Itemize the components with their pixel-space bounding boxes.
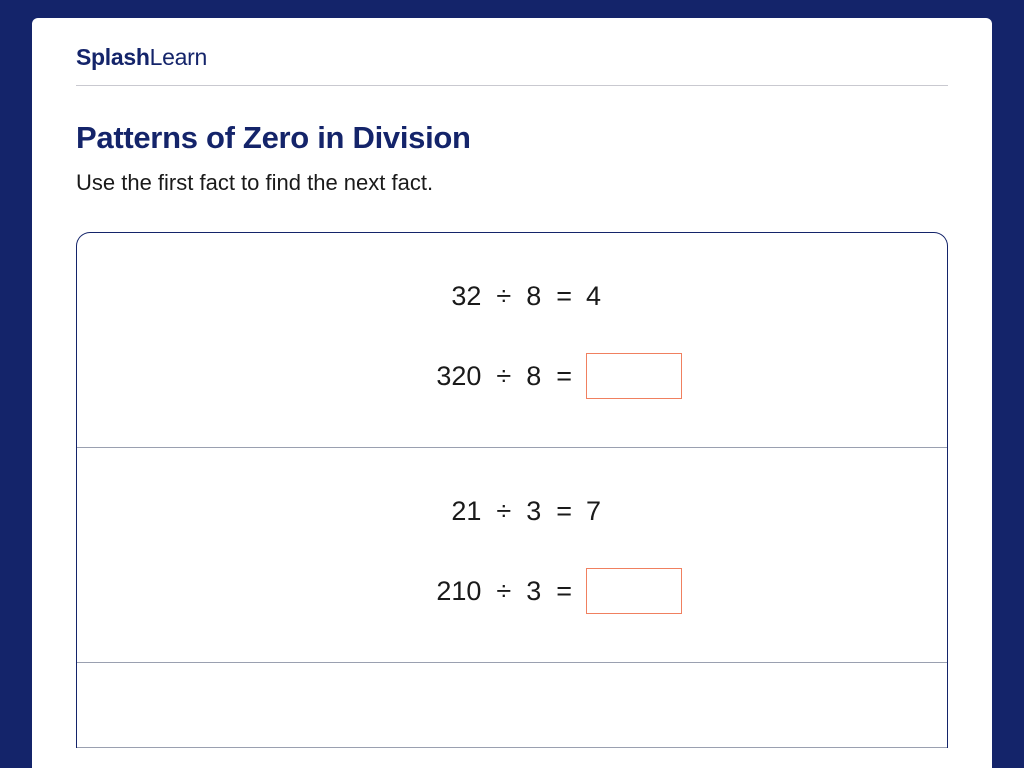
problems-card: 32 ÷ 8 = 4 320 ÷ 8 = 21 ÷ 3 = 7 210 ÷ 3 … (76, 232, 948, 748)
problem-block: 21 ÷ 3 = 7 210 ÷ 3 = (77, 448, 947, 663)
fact-row: 21 ÷ 3 = 7 (97, 486, 927, 536)
fact-lhs: 21 ÷ 3 = (312, 496, 572, 527)
fact-row: 32 ÷ 8 = 4 (97, 271, 927, 321)
brand-bold: Splash (76, 44, 150, 70)
question-lhs: 320 ÷ 8 = (312, 361, 572, 392)
question-row: 320 ÷ 8 = (97, 351, 927, 401)
brand-logo: SplashLearn (76, 44, 948, 71)
answer-slot (572, 568, 712, 614)
fact-rhs: 7 (572, 496, 712, 527)
question-row: 210 ÷ 3 = (97, 566, 927, 616)
fact-lhs: 32 ÷ 8 = (312, 281, 572, 312)
answer-slot (572, 353, 712, 399)
fact-rhs: 4 (572, 281, 712, 312)
worksheet-page: SplashLearn Patterns of Zero in Division… (32, 18, 992, 768)
brand-light: Learn (150, 44, 207, 70)
question-lhs: 210 ÷ 3 = (312, 576, 572, 607)
answer-input-box[interactable] (586, 568, 682, 614)
header-rule (76, 85, 948, 86)
problem-block: 32 ÷ 8 = 4 320 ÷ 8 = (77, 233, 947, 448)
instruction-text: Use the first fact to find the next fact… (76, 170, 948, 196)
problem-block (77, 663, 947, 748)
answer-input-box[interactable] (586, 353, 682, 399)
page-title: Patterns of Zero in Division (76, 120, 948, 156)
